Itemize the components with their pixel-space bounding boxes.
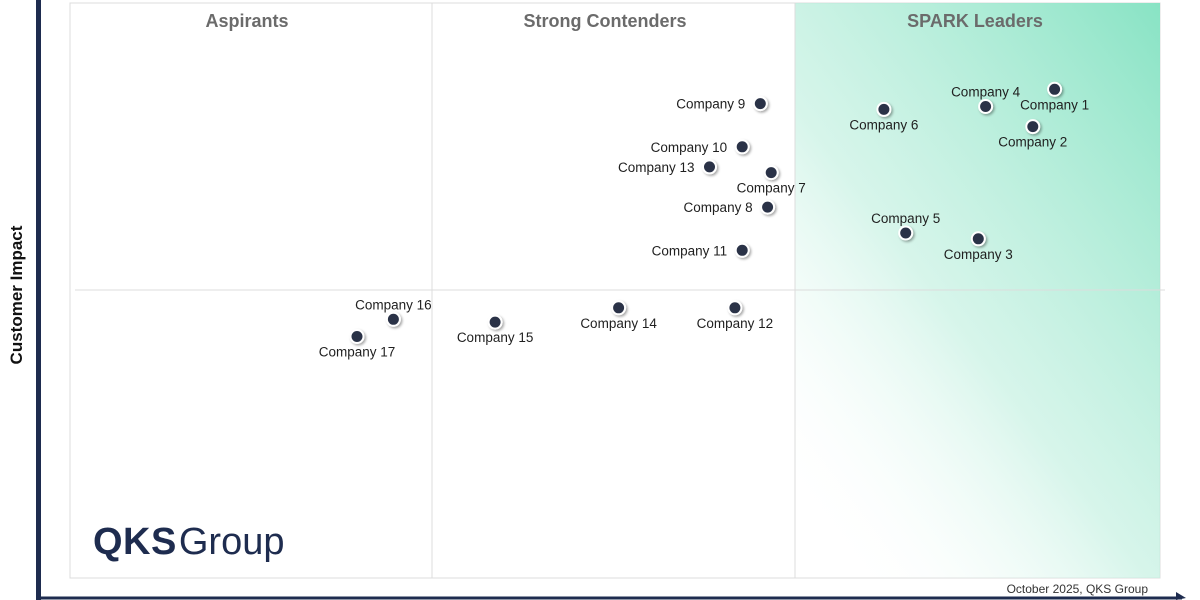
axis-arrow-icon — [1176, 592, 1186, 600]
point-label: Company 15 — [457, 330, 534, 345]
point-marker — [1047, 81, 1063, 97]
data-points: Company 1 Company 2 Company 3 Company 4 Comp… — [319, 81, 1089, 360]
quadrant-title-strong-contenders: Strong Contenders — [523, 11, 686, 31]
qks-group-logo: QKSGroup — [93, 521, 284, 563]
logo-bold-text: QKS — [93, 521, 177, 563]
point-marker — [970, 231, 986, 247]
point-label: Company 5 — [871, 211, 940, 226]
data-point: Company 13 — [618, 159, 717, 175]
data-point: Company 5 — [871, 211, 940, 241]
footer-date-source: October 2025, QKS Group — [1007, 582, 1149, 596]
point-marker — [487, 314, 503, 330]
point-label: Company 4 — [951, 85, 1021, 100]
point-label: Company 7 — [737, 181, 806, 196]
point-marker — [349, 329, 365, 344]
point-marker — [752, 96, 768, 112]
data-point: Company 4 — [951, 85, 1021, 114]
point-label: Company 12 — [697, 316, 774, 331]
point-label: Company 16 — [355, 297, 432, 312]
point-marker — [763, 165, 779, 181]
data-point: Company 3 — [944, 231, 1013, 262]
logo-text: QKSGroup — [93, 521, 284, 563]
point-marker — [727, 300, 743, 316]
data-point: Company 2 — [998, 119, 1067, 150]
point-marker — [1025, 119, 1041, 135]
point-label: Company 1 — [1020, 97, 1089, 112]
logo-regular-text: Group — [179, 521, 285, 563]
data-point: Company 6 — [849, 101, 918, 132]
point-label: Company 9 — [676, 97, 745, 112]
point-label: Company 8 — [684, 200, 753, 215]
data-point: Company 12 — [697, 300, 774, 331]
data-point: Company 8 — [684, 199, 776, 215]
point-marker — [734, 139, 750, 155]
data-point: Company 10 — [651, 139, 750, 155]
point-marker — [978, 99, 994, 114]
point-marker — [702, 159, 717, 175]
quadrant-title-spark-leaders: SPARK Leaders — [907, 11, 1043, 31]
point-label: Company 2 — [998, 135, 1067, 150]
point-label: Company 11 — [652, 243, 728, 258]
data-point: Company 16 — [355, 297, 432, 327]
point-marker — [611, 300, 627, 316]
data-point: Company 11 — [652, 242, 750, 258]
left-frame-bar — [36, 0, 41, 600]
point-label: Company 3 — [944, 247, 1013, 262]
point-marker — [734, 242, 750, 258]
point-label: Company 13 — [618, 160, 695, 175]
point-label: Company 17 — [319, 345, 396, 360]
data-point: Company 17 — [319, 329, 396, 360]
y-axis-label: Customer Impact — [7, 225, 26, 364]
quadrant-title-aspirants: Aspirants — [205, 11, 288, 31]
data-point: Company 15 — [457, 314, 534, 345]
data-point: Company 9 — [676, 96, 768, 112]
point-label: Company 6 — [849, 117, 918, 132]
data-point: Company 14 — [580, 300, 657, 331]
point-marker — [760, 199, 776, 215]
data-point: Company 7 — [737, 165, 806, 196]
point-marker — [898, 225, 914, 241]
point-label: Company 14 — [580, 316, 657, 331]
point-label: Company 10 — [651, 140, 728, 155]
point-marker — [876, 101, 892, 117]
data-point: Company 1 — [1020, 81, 1089, 112]
point-marker — [385, 311, 401, 327]
